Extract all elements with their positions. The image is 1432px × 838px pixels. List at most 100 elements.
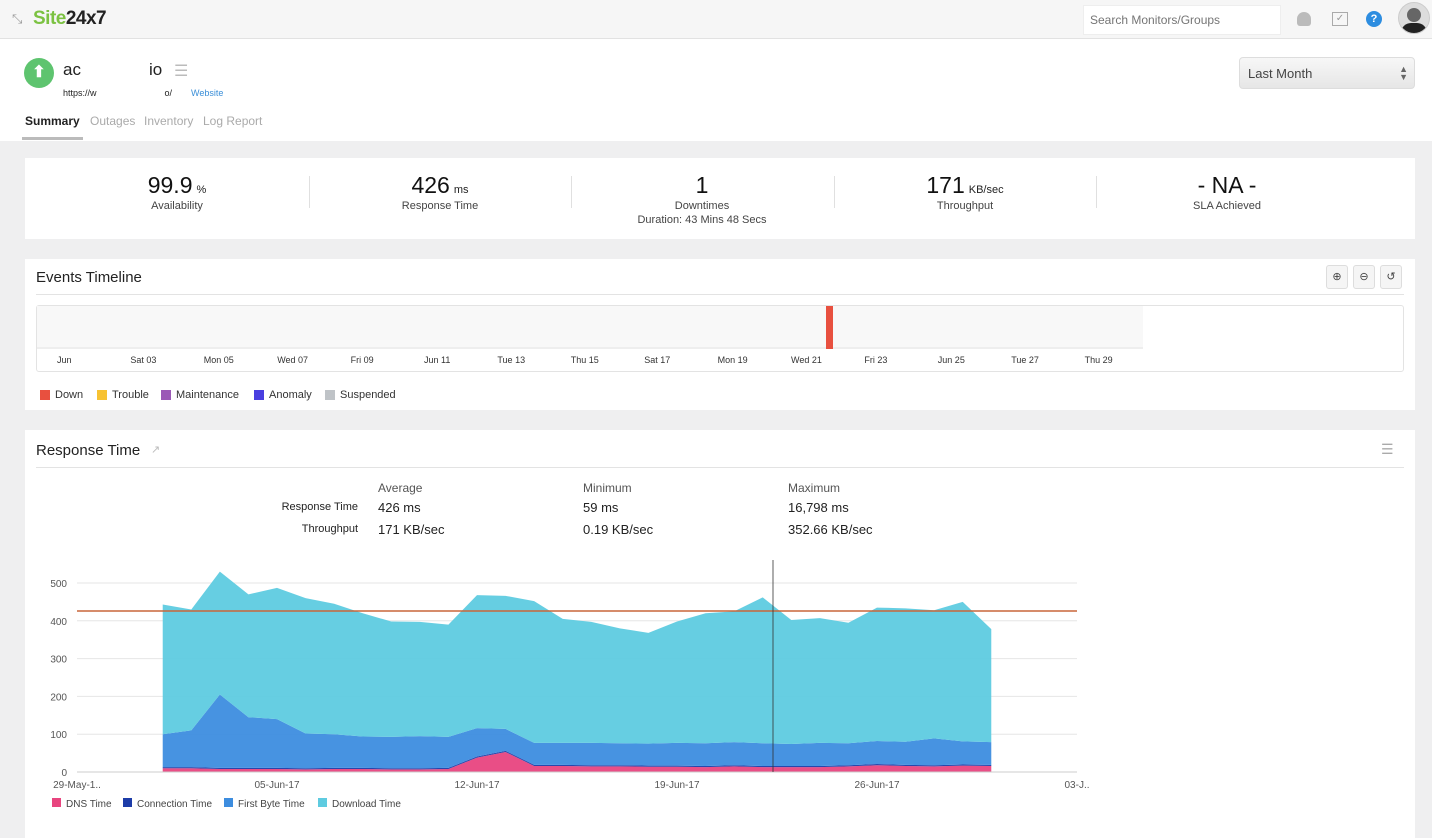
area-dns-time xyxy=(162,751,992,772)
timeline-tick-label: Sat 17 xyxy=(644,355,671,365)
timeline-tick-label: Mon 05 xyxy=(203,355,234,365)
x-tick-label: 03-J.. xyxy=(1064,780,1089,791)
timeline-tick-label: Sat 03 xyxy=(130,355,157,365)
x-tick-label: 26-Jun-17 xyxy=(854,780,899,791)
tab-outages[interactable]: Outages xyxy=(90,114,136,128)
period-select[interactable]: Last Month ▲ ▼ xyxy=(1239,57,1415,89)
timeline-tick-label: Jun xyxy=(57,355,72,365)
area-first-byte-time xyxy=(162,694,992,769)
x-tick-label: 29-May-1.. xyxy=(53,780,101,791)
stat-availability: 99.9% Availability xyxy=(147,172,207,212)
area-connection-time xyxy=(162,750,992,770)
external-link-icon[interactable]: ↗ xyxy=(151,444,161,456)
monitor-header xyxy=(0,39,1432,141)
tab-inventory[interactable]: Inventory xyxy=(144,114,194,128)
legend-label-first-byte-time[interactable]: First Byte Time xyxy=(238,799,305,810)
tab-log-report[interactable]: Log Report xyxy=(203,114,263,128)
monitor-url: https://w o/ xyxy=(63,88,173,98)
timeline-tick-label: Thu 15 xyxy=(570,355,599,365)
zoom-in-button[interactable]: ⊕ xyxy=(1326,265,1348,289)
down-event-marker[interactable] xyxy=(826,306,833,349)
response-title: Response Time xyxy=(36,442,141,459)
events-title: Events Timeline xyxy=(36,269,142,286)
legend-label-connection-time[interactable]: Connection Time xyxy=(137,799,212,810)
legend-swatch xyxy=(318,798,327,807)
tab-summary[interactable]: Summary xyxy=(25,114,80,128)
zoom-out-button[interactable]: ⊖ xyxy=(1353,265,1375,289)
legend-swatch xyxy=(254,390,264,400)
monitor-type-link[interactable]: Website xyxy=(191,88,224,98)
legend-label: Suspended xyxy=(340,389,396,401)
y-tick-label: 100 xyxy=(50,730,67,741)
menu-icon[interactable]: ☰ xyxy=(174,63,189,80)
legend-item-trouble[interactable]: Trouble xyxy=(97,389,149,401)
legend-swatch xyxy=(123,798,132,807)
monitor-name: ac io xyxy=(63,60,163,79)
legend-swatch xyxy=(161,390,171,400)
y-tick-label: 300 xyxy=(50,655,67,666)
search-input[interactable] xyxy=(1083,5,1281,35)
legend-swatch xyxy=(224,798,233,807)
legend-item-suspended[interactable]: Suspended xyxy=(325,389,396,401)
stat-downtimes: 1 Downtimes Duration: 43 Mins 48 Secs xyxy=(637,172,767,226)
x-tick-label: 12-Jun-17 xyxy=(454,780,499,791)
stats-card xyxy=(25,158,1415,239)
cell: 59 ms xyxy=(583,500,619,515)
legend-swatch xyxy=(97,390,107,400)
cell: 426 ms xyxy=(378,500,421,515)
avatar[interactable] xyxy=(1398,2,1430,34)
timeline-tick-label: Tue 27 xyxy=(1011,355,1039,365)
legend-label: Trouble xyxy=(112,389,149,401)
row-label: Response Time xyxy=(281,501,358,513)
bell-icon[interactable] xyxy=(1297,12,1311,26)
x-tick-label: 05-Jun-17 xyxy=(254,780,299,791)
timeline-tick-label: Wed 07 xyxy=(277,355,309,365)
legend-label-dns-time[interactable]: DNS Time xyxy=(66,799,112,810)
row-label: Throughput xyxy=(301,523,358,535)
timeline-tick-label: Fri 23 xyxy=(864,355,888,365)
status-up-icon: ⬆ xyxy=(24,58,54,88)
response-time-chart[interactable]: 0 100 200 300 400 500 29-May-1.. 05-Jun-17 12-Ju… xyxy=(0,550,1110,820)
divider xyxy=(36,294,1404,295)
timeline-tick-label: Tue 13 xyxy=(497,355,526,365)
tasks-icon[interactable]: ✓ xyxy=(1332,12,1348,26)
cell: 16,798 ms xyxy=(788,500,849,515)
timeline-tick-label: Thu 29 xyxy=(1084,355,1113,365)
divider xyxy=(834,176,835,208)
legend-item-anomaly[interactable]: Anomaly xyxy=(254,389,312,401)
timeline-track[interactable] xyxy=(37,306,1143,349)
logo[interactable]: Site24x7 xyxy=(33,8,107,29)
legend-label-download-time[interactable]: Download Time xyxy=(332,799,401,810)
stat-sla: - NA - SLA Achieved xyxy=(1193,172,1261,212)
timeline-tick-label: Jun 25 xyxy=(937,355,965,365)
col-minimum: Minimum xyxy=(583,481,632,495)
divider xyxy=(309,176,310,208)
legend-label: Anomaly xyxy=(269,389,312,401)
help-icon[interactable]: ? xyxy=(1366,11,1382,27)
x-tick-label: 19-Jun-17 xyxy=(654,780,699,791)
divider xyxy=(571,176,572,208)
timeline-tick-label: Wed 21 xyxy=(791,355,822,365)
area-download-time xyxy=(162,571,992,745)
y-tick-label: 200 xyxy=(50,692,67,703)
timeline-tick-label: Mon 19 xyxy=(717,355,748,365)
stat-throughput: 171 KB/sec Throughput xyxy=(926,172,1004,212)
stat-response-time: 426 ms Response Time xyxy=(401,172,479,212)
active-tab-indicator xyxy=(22,137,83,140)
timeline-tick-label: Jun 11 xyxy=(424,355,451,365)
y-tick-label: 400 xyxy=(50,617,67,628)
legend-item-down[interactable]: Down xyxy=(40,389,83,401)
cell: 0.19 KB/sec xyxy=(583,522,654,537)
y-tick-label: 500 xyxy=(50,579,67,590)
collapse-icon[interactable]: ⤡ xyxy=(12,11,23,26)
divider xyxy=(36,467,1404,468)
legend-label: Down xyxy=(55,389,84,401)
reset-zoom-button[interactable]: ↺ xyxy=(1380,265,1402,289)
col-maximum: Maximum xyxy=(788,481,841,495)
chart-menu-icon[interactable]: ☰ xyxy=(1381,441,1394,457)
col-average: Average xyxy=(378,481,423,495)
legend-label: Maintenance xyxy=(176,389,239,401)
timeline-tick-label: Fri 09 xyxy=(350,355,374,365)
legend-item-maintenance[interactable]: Maintenance xyxy=(161,389,239,401)
legend-swatch xyxy=(40,390,50,400)
